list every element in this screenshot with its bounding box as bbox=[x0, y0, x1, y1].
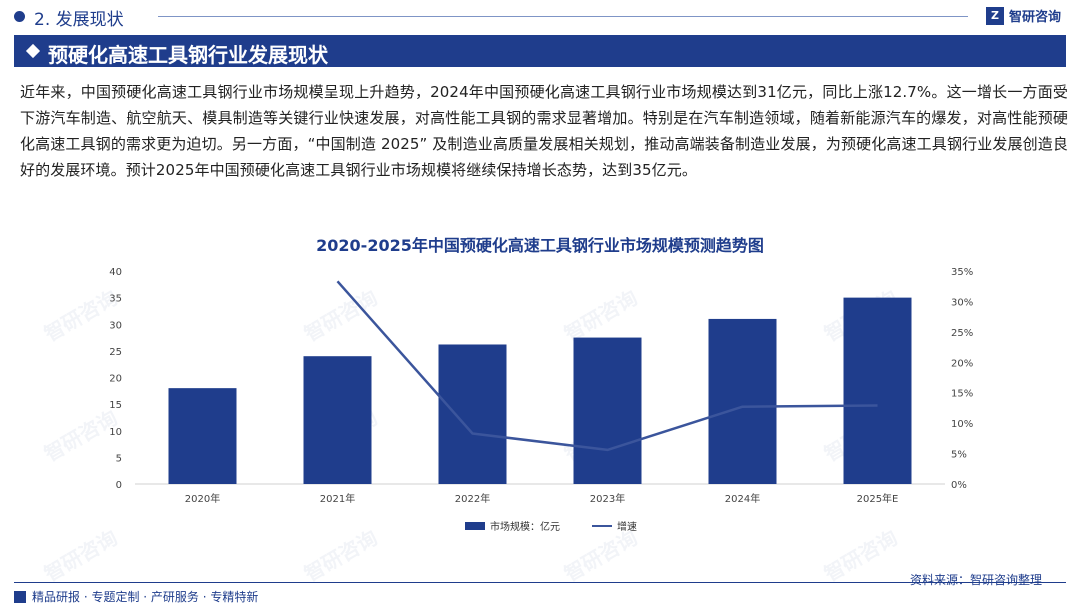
y-right-tick-label: 15% bbox=[951, 389, 973, 400]
watermark: 智研咨询 bbox=[820, 525, 902, 587]
y-left-tick-label: 25 bbox=[109, 347, 122, 358]
footer-divider bbox=[14, 582, 1066, 583]
growth-rate-line bbox=[336, 280, 878, 452]
x-tick-label: 2022年 bbox=[455, 492, 490, 505]
bar-market-size bbox=[843, 297, 912, 484]
y-right-tick-label: 0% bbox=[951, 480, 967, 491]
legend-bar-label: 市场规模：亿元 bbox=[490, 522, 560, 533]
x-tick-label: 2021年 bbox=[320, 492, 355, 505]
bar-market-size bbox=[708, 318, 777, 484]
x-tick-label: 2023年 bbox=[590, 492, 625, 505]
chart-legend: 市场规模：亿元 增速 bbox=[465, 518, 637, 533]
chart-title: 2020-2025年中国预硬化高速工具钢行业市场规模预测趋势图 bbox=[316, 236, 764, 255]
y-left-tick-label: 5 bbox=[116, 453, 122, 464]
y-right-tick-label: 20% bbox=[951, 358, 973, 369]
brand-logo: Z 智研咨询 bbox=[986, 6, 1061, 25]
y-left-tick-label: 40 bbox=[109, 267, 122, 278]
x-tick-label: 2025年E bbox=[857, 492, 899, 505]
legend-bar-swatch bbox=[465, 521, 485, 530]
top-header: 2. 发展现状 Z 智研咨询 bbox=[0, 0, 1080, 34]
legend-line-label: 增速 bbox=[617, 522, 637, 533]
source-note: 资料来源：智研咨询整理 bbox=[909, 573, 1042, 587]
y-right-tick-label: 25% bbox=[951, 328, 973, 339]
y-right-tick-label: 35% bbox=[951, 267, 973, 278]
footer-logo-icon bbox=[14, 590, 26, 603]
y-right-tick-label: 30% bbox=[951, 297, 973, 308]
y-left-tick-label: 10 bbox=[109, 427, 122, 438]
summary-paragraph: 近年来，中国预硬化高速工具钢行业市场规模呈现上升趋势，2024年中国预硬化高速工… bbox=[20, 83, 1068, 179]
y-left-tick-label: 15 bbox=[109, 400, 122, 411]
y-right-tick-label: 5% bbox=[951, 450, 967, 461]
diamond-icon bbox=[25, 43, 41, 59]
brand-logo-icon: Z bbox=[986, 6, 1004, 25]
page-title: 预硬化高速工具钢行业发展现状 bbox=[48, 43, 328, 67]
x-tick-label: 2024年 bbox=[725, 492, 760, 505]
bullet-dot-icon bbox=[14, 11, 25, 22]
y-left-tick-label: 20 bbox=[109, 374, 122, 385]
y-left-tick-label: 30 bbox=[109, 320, 122, 331]
x-tick-label: 2020年 bbox=[185, 492, 220, 505]
footer-services: 精品研报 · 专题定制 · 产研服务 · 专精特新 bbox=[14, 588, 258, 605]
brand-name: 智研咨询 bbox=[1009, 10, 1062, 25]
bar-market-size bbox=[573, 337, 642, 484]
footer-services-text: 精品研报 · 专题定制 · 产研服务 · 专精特新 bbox=[32, 590, 259, 604]
bar-market-size bbox=[438, 344, 507, 484]
y-left-tick-label: 35 bbox=[109, 294, 122, 305]
title-bar: 预硬化高速工具钢行业发展现状 bbox=[14, 35, 1066, 67]
header-divider bbox=[158, 16, 968, 17]
watermark: 智研咨询 bbox=[40, 525, 122, 587]
y-left-tick-label: 0 bbox=[116, 480, 122, 491]
bar-market-size bbox=[168, 388, 237, 484]
y-right-tick-label: 10% bbox=[951, 419, 973, 430]
watermark: 智研咨询 bbox=[300, 525, 382, 587]
legend-line-swatch bbox=[592, 524, 612, 527]
bar-market-size bbox=[303, 356, 372, 484]
section-title: 2. 发展现状 bbox=[34, 10, 124, 30]
market-size-chart: 0 5 10 15 20 25 30 35 40 0% 5% 10% 15% 20% 25% 30% 35% 20… bbox=[109, 267, 973, 505]
